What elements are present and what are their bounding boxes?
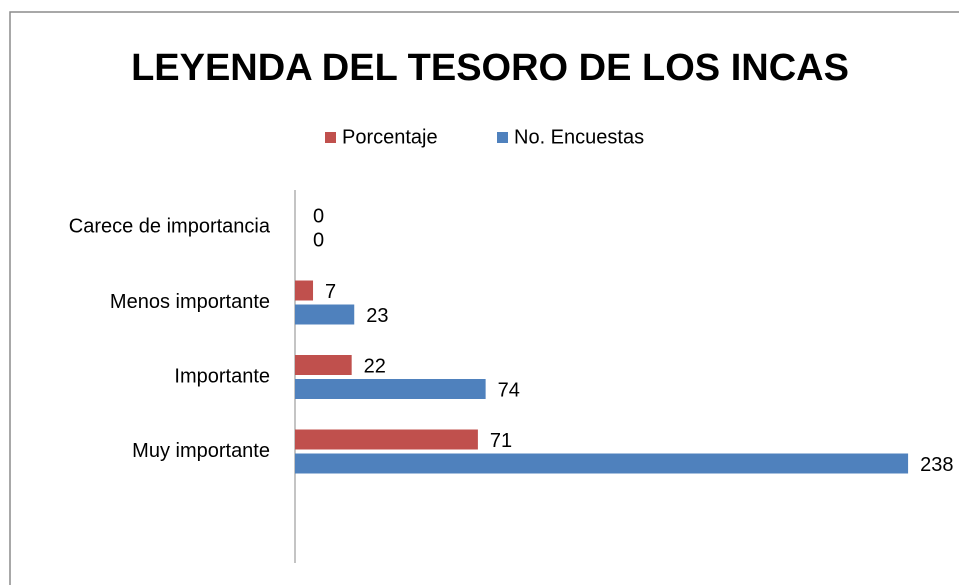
legend-label: No. Encuestas xyxy=(514,126,644,148)
value-label: 71 xyxy=(490,430,512,452)
category-label: Carece de importancia xyxy=(69,215,271,237)
legend-swatch xyxy=(497,132,508,143)
category-label: Muy importante xyxy=(132,440,270,462)
bar xyxy=(295,453,909,474)
value-label: 0 xyxy=(313,205,324,227)
value-label: 22 xyxy=(364,355,386,377)
bar xyxy=(295,379,486,399)
bar xyxy=(295,355,352,375)
value-label: 0 xyxy=(313,229,324,251)
value-label: 74 xyxy=(498,379,520,401)
chart-frame xyxy=(9,11,959,585)
bar xyxy=(295,280,314,301)
bar xyxy=(295,304,355,325)
value-label: 23 xyxy=(366,305,388,327)
category-label: Importante xyxy=(174,365,270,387)
chart-title: LEYENDA DEL TESORO DE LOS INCAS xyxy=(131,47,849,89)
legend-label: Porcentaje xyxy=(342,126,438,148)
category-label: Menos importante xyxy=(110,291,270,313)
value-label: 7 xyxy=(325,281,336,303)
value-label: 238 xyxy=(920,454,953,476)
bar xyxy=(295,429,478,450)
legend-swatch xyxy=(325,132,336,143)
